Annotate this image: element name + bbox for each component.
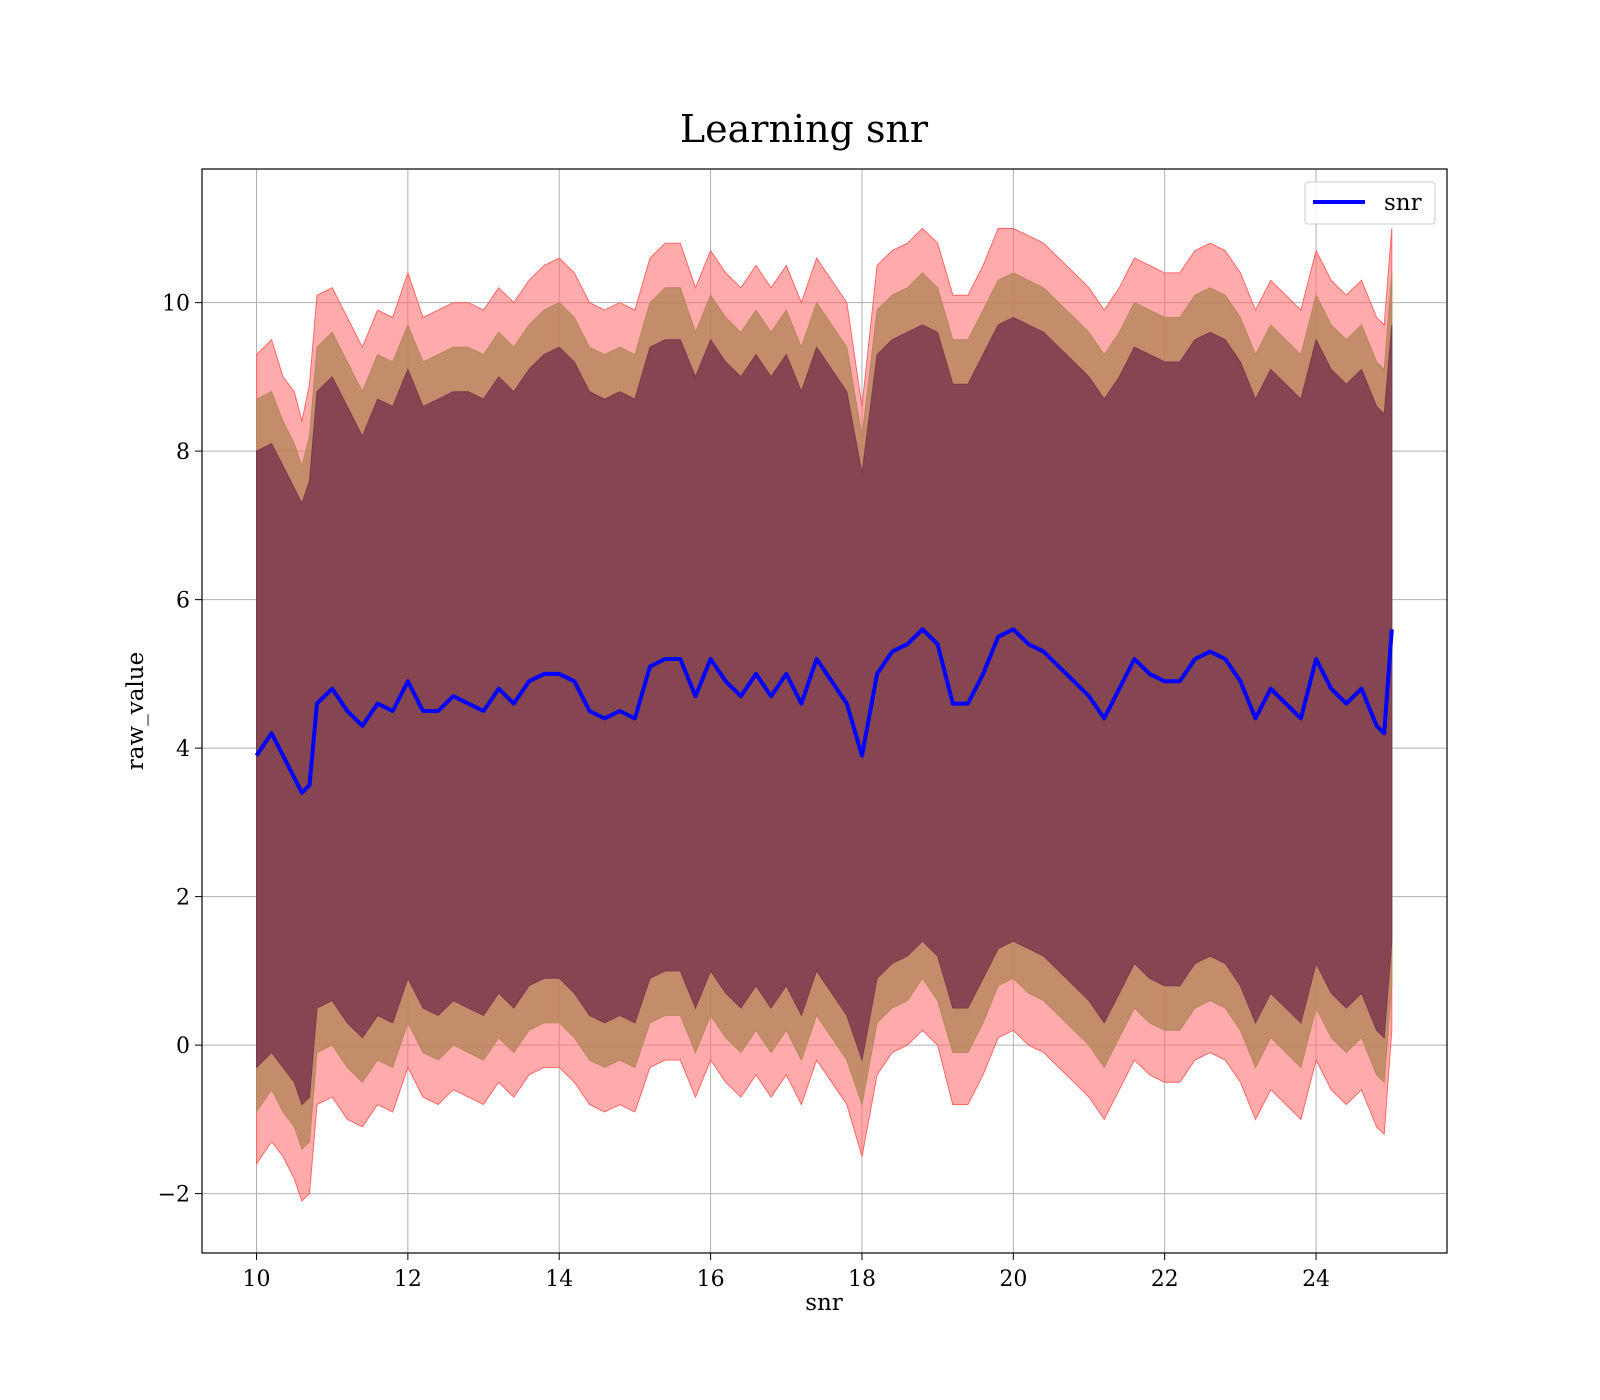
y-axis-ticks: −2 0 2 4 6 8 10: [158, 292, 202, 1208]
x-tick-label: 10: [242, 1267, 270, 1292]
x-tick-label: 22: [1151, 1267, 1179, 1292]
legend: snr: [1304, 181, 1436, 225]
band-inner: [256, 316, 1393, 1106]
y-tick-label: 8: [176, 440, 190, 465]
y-tick-label: 10: [162, 292, 190, 317]
y-tick-label: 2: [176, 886, 190, 911]
x-tick-label: 16: [697, 1267, 725, 1292]
x-tick-label: 20: [999, 1267, 1027, 1292]
legend-label-snr: snr: [1384, 190, 1422, 216]
series-line-snr: [254, 627, 1394, 795]
series-lines: [254, 627, 1394, 795]
x-axis-ticks: 10 12 14 16 18 20 22 24: [242, 1253, 1330, 1292]
plot-frame: [201, 168, 1448, 1254]
x-tick-label: 12: [394, 1267, 422, 1292]
x-tick-label: 18: [848, 1267, 876, 1292]
y-axis-label: raw_value: [123, 652, 149, 770]
x-axis-label: snr: [805, 1290, 843, 1316]
x-tick-label: 14: [545, 1267, 573, 1292]
y-tick-label: −2: [158, 1183, 190, 1208]
x-tick-label: 24: [1302, 1267, 1330, 1292]
y-tick-label: 6: [176, 589, 190, 614]
legend-box: [1304, 181, 1436, 225]
chart-title: Learning snr: [680, 107, 929, 151]
bands: [256, 227, 1393, 1202]
y-tick-label: 4: [176, 737, 190, 762]
y-tick-label: 0: [176, 1034, 190, 1059]
